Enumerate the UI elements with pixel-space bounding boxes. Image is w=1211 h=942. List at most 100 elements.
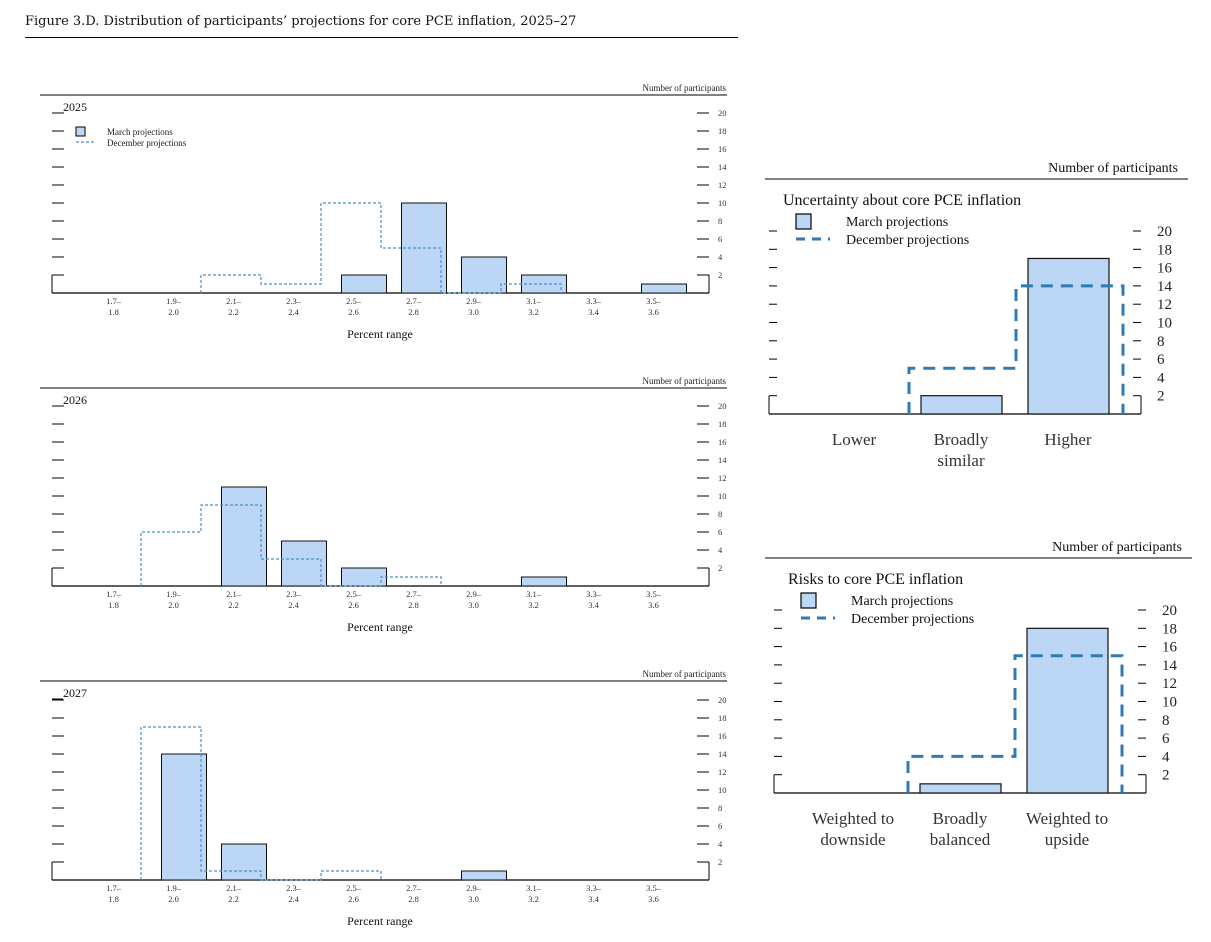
y-tick-label: 2: [718, 270, 722, 280]
march-bar: [641, 283, 687, 294]
x-axis-title: Percent range: [347, 914, 413, 928]
x-tick-label-bottom: 2.6: [348, 894, 359, 904]
x-tick-label-top: 3.5–: [646, 589, 662, 599]
x-tick-label-bottom: 2.0: [168, 600, 179, 610]
y-tick-label: 18: [1157, 242, 1172, 258]
y-tick-label: 6: [718, 527, 722, 537]
y-tick-label: 20: [718, 401, 727, 411]
y-tick-label: 12: [718, 473, 727, 483]
x-tick-label-top: 2.7–: [406, 589, 422, 599]
y-axis-title: Number of participants: [1052, 540, 1182, 555]
y-tick-label: 12: [1162, 676, 1177, 692]
december-step-outline: [140, 726, 382, 881]
march-bar: [461, 256, 507, 294]
x-tick-label-bottom: 2.6: [348, 600, 359, 610]
march-bar: [161, 753, 207, 881]
y-tick-label: 2: [718, 857, 722, 867]
y-tick-label: 14: [1162, 658, 1178, 674]
y-tick-label: 18: [718, 419, 727, 429]
panel-title: Risks to core PCE inflation: [788, 571, 963, 588]
y-tick-label: 10: [718, 198, 727, 208]
march-bar: [919, 783, 1002, 794]
legend-march-label: March projections: [846, 215, 948, 230]
y-tick-label: 4: [718, 839, 723, 849]
x-tick-label-bottom: 2.0: [168, 894, 179, 904]
y-tick-label: 10: [1162, 695, 1177, 711]
y-tick-label: 14: [718, 162, 727, 172]
legend-december-label: December projections: [107, 138, 187, 148]
y-tick-label: 14: [1157, 279, 1173, 295]
x-tick-label-top: 1.7–: [106, 883, 122, 893]
y-axis-title: Number of participants: [643, 376, 727, 386]
x-tick-label-bottom: 3.2: [528, 307, 539, 317]
legend-march-label: March projections: [851, 594, 953, 609]
march-bar: [221, 843, 267, 881]
y-tick-label: 8: [718, 509, 722, 519]
y-tick-label: 12: [718, 767, 727, 777]
x-tick-label-top: 2.1–: [226, 296, 242, 306]
y-tick-label: 16: [718, 437, 727, 447]
panel-uncertainty: Number of participants Uncertainty about …: [765, 161, 1188, 470]
x-category-label: Higher: [1044, 430, 1092, 449]
x-category-label: balanced: [930, 830, 991, 849]
x-category-label: downside: [820, 830, 885, 849]
y-tick-label: 4: [718, 545, 723, 555]
y-tick-label: 16: [718, 731, 727, 741]
x-tick-label-bottom: 3.6: [648, 894, 659, 904]
december-step-outline: [907, 284, 1125, 414]
y-tick-label: 20: [1162, 603, 1177, 619]
x-category-label: Weighted to: [812, 809, 894, 828]
x-tick-label-top: 2.9–: [466, 589, 482, 599]
panel-year-label: 2027: [63, 686, 87, 700]
march-bar: [341, 274, 387, 294]
y-tick-label: 16: [718, 144, 727, 154]
y-tick-label: 18: [718, 126, 727, 136]
y-tick-label: 16: [1162, 640, 1178, 656]
x-tick-label-top: 2.7–: [406, 296, 422, 306]
x-axis-title: Percent range: [347, 620, 413, 634]
march-bar: [281, 540, 327, 587]
march-bar: [461, 870, 507, 881]
x-tick-label-top: 2.3–: [286, 296, 302, 306]
y-tick-label: 10: [718, 491, 727, 501]
panel-2026: Number of participants 2026 2 4 6 8 10 12 14 16 18…: [40, 376, 727, 634]
y-tick-label: 2: [1157, 389, 1165, 405]
march-bar: [920, 395, 1003, 415]
x-category-label: upside: [1045, 830, 1089, 849]
y-tick-label: 4: [718, 252, 723, 262]
y-tick-label: 6: [1157, 352, 1165, 368]
figure-title-rule: [25, 37, 738, 38]
x-tick-label-top: 2.5–: [346, 589, 362, 599]
y-tick-label: 16: [1157, 261, 1173, 277]
x-tick-label-bottom: 3.2: [528, 600, 539, 610]
x-tick-label-top: 2.3–: [286, 883, 302, 893]
legend-march-swatch: [795, 213, 812, 230]
panel-risks: Number of participants Risks to core PCE …: [765, 540, 1192, 849]
y-tick-label: 12: [1157, 297, 1172, 313]
march-bar: [1027, 257, 1110, 415]
x-tick-label-bottom: 3.0: [468, 894, 479, 904]
x-axis-title: Percent range: [347, 327, 413, 341]
x-tick-label-top: 1.7–: [106, 296, 122, 306]
x-tick-label-bottom: 2.8: [408, 307, 419, 317]
x-tick-label-top: 3.3–: [586, 589, 602, 599]
y-tick-label: 8: [1157, 334, 1165, 350]
x-tick-label-top: 3.1–: [526, 589, 542, 599]
x-tick-label-bottom: 3.2: [528, 894, 539, 904]
x-tick-label-top: 2.5–: [346, 296, 362, 306]
legend-march-swatch: [800, 592, 817, 609]
x-category-label: similar: [937, 451, 985, 470]
x-tick-label-top: 3.3–: [586, 296, 602, 306]
figure-title: Figure 3.D. Distribution of participants…: [25, 14, 577, 29]
x-tick-label-bottom: 1.8: [108, 600, 119, 610]
x-tick-label-top: 2.5–: [346, 883, 362, 893]
x-tick-label-bottom: 3.0: [468, 600, 479, 610]
x-tick-label-bottom: 2.2: [228, 600, 239, 610]
panel-title: Uncertainty about core PCE inflation: [783, 192, 1021, 209]
y-tick-label: 2: [718, 563, 722, 573]
legend-march-label: March projections: [107, 127, 173, 137]
march-bar: [521, 576, 567, 587]
x-category-label: Lower: [832, 430, 877, 449]
x-tick-label-bottom: 3.6: [648, 600, 659, 610]
x-tick-label-top: 1.7–: [106, 589, 122, 599]
